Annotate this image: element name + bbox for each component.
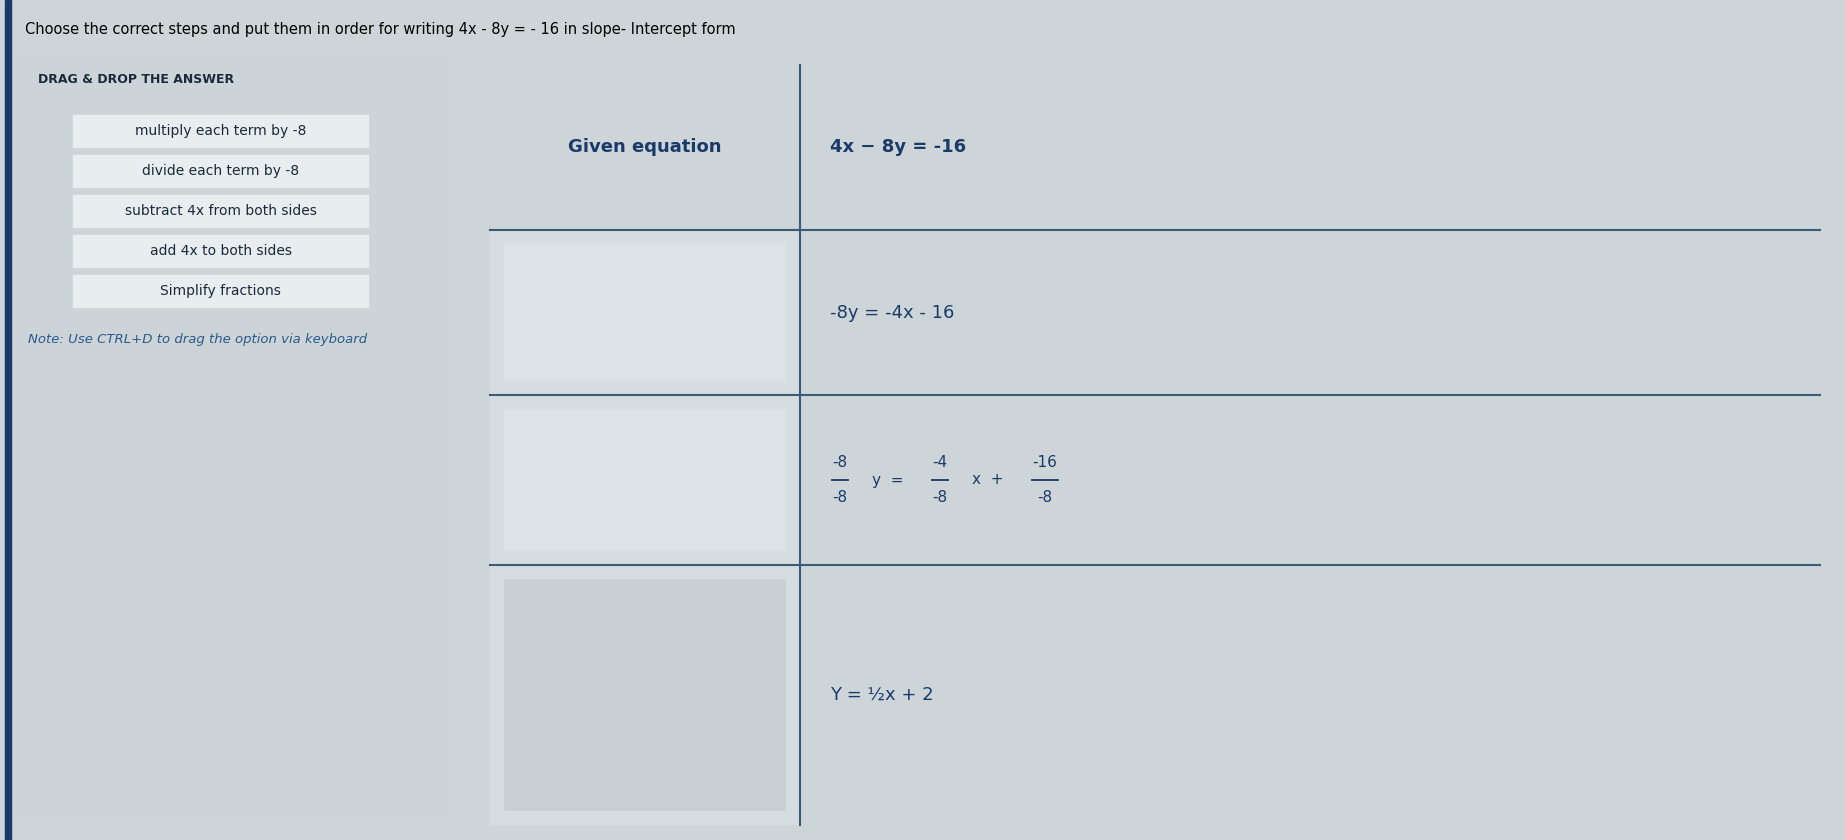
Text: multiply each term by -8: multiply each term by -8 [135,124,306,138]
Text: subtract 4x from both sides: subtract 4x from both sides [125,204,317,218]
Text: Y = ½x + 2: Y = ½x + 2 [830,686,934,704]
Text: Simplify fractions: Simplify fractions [161,284,280,298]
Text: Note: Use CTRL+D to drag the option via keyboard: Note: Use CTRL+D to drag the option via … [28,333,367,346]
Bar [74,155,367,187]
Text: -4: -4 [932,455,948,470]
Text: -8y = -4x - 16: -8y = -4x - 16 [830,303,954,322]
Bar [74,195,367,227]
Bar [506,245,784,380]
Bar [506,410,784,550]
Bar [74,235,367,267]
Bar [506,580,784,810]
Text: divide each term by -8: divide each term by -8 [142,164,299,178]
Text: -16: -16 [1033,455,1057,470]
Text: DRAG & DROP THE ANSWER: DRAG & DROP THE ANSWER [39,73,234,86]
Text: 4x − 8y = -16: 4x − 8y = -16 [830,139,967,156]
Bar [801,395,1819,565]
Text: -8: -8 [1037,490,1052,505]
Text: Choose the correct steps and put them in order for writing 4x - 8y = - 16 in slo: Choose the correct steps and put them in… [26,22,736,37]
Bar [801,565,1819,825]
Text: -8: -8 [832,490,847,505]
Text: -8: -8 [932,490,948,505]
Bar [491,230,801,395]
Text: x  +: x + [972,472,1004,487]
Bar [491,395,801,565]
Bar [6,0,11,840]
Text: add 4x to both sides: add 4x to both sides [149,244,292,258]
Bar [491,65,1819,825]
Text: Given equation: Given equation [568,139,721,156]
Text: y  =: y = [873,472,904,487]
Bar [18,55,448,815]
Bar [801,230,1819,395]
Bar [491,65,801,230]
Bar [801,65,1819,230]
Bar [74,115,367,147]
Bar [491,565,801,825]
Bar [74,275,367,307]
Text: -8: -8 [832,455,847,470]
